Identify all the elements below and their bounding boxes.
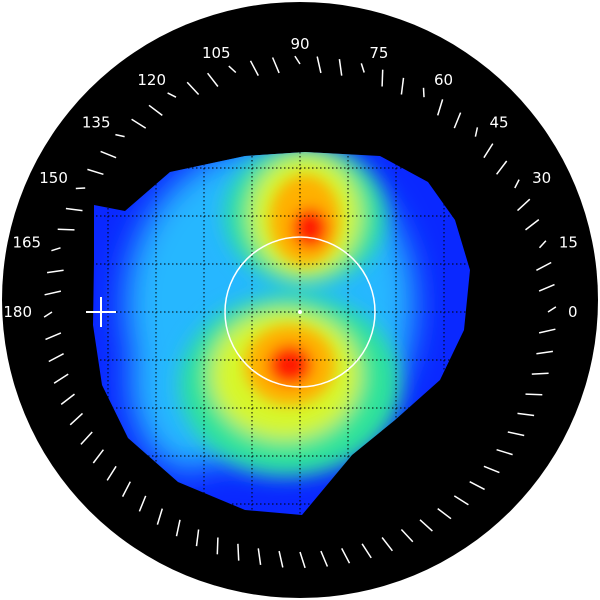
angle-tick bbox=[419, 519, 433, 532]
angle-label-90: 90 bbox=[290, 35, 309, 53]
angle-tick bbox=[320, 550, 329, 567]
angle-tick bbox=[167, 92, 177, 98]
angle-tick bbox=[381, 537, 393, 552]
angle-tick bbox=[316, 56, 322, 74]
angle-tick bbox=[257, 548, 262, 566]
angle-tick bbox=[453, 112, 462, 129]
angle-tick bbox=[514, 179, 520, 189]
angle-tick bbox=[195, 529, 200, 547]
topography-map bbox=[93, 152, 470, 515]
angle-tick bbox=[121, 481, 131, 497]
angle-tick bbox=[87, 168, 104, 176]
map-zone-peak-top bbox=[292, 208, 328, 248]
angle-tick bbox=[138, 495, 147, 512]
angle-labels: 0 15 30 45 60 75 90 105 120 135 150 165 180 bbox=[3, 35, 578, 321]
angle-tick bbox=[80, 431, 93, 445]
angle-tick bbox=[474, 127, 479, 137]
angle-tick bbox=[400, 528, 414, 543]
angle-tick bbox=[186, 81, 200, 96]
angle-tick bbox=[69, 412, 84, 426]
map-zone-peak-bottom bbox=[268, 345, 312, 385]
angle-tick bbox=[46, 269, 64, 274]
angle-label-105: 105 bbox=[202, 44, 231, 62]
angle-tick bbox=[299, 551, 306, 569]
center-reference-circle bbox=[224, 236, 376, 388]
angle-tick bbox=[360, 63, 365, 73]
angle-tick bbox=[381, 69, 384, 87]
angle-tick bbox=[271, 57, 280, 74]
angle-label-45: 45 bbox=[490, 114, 509, 132]
angle-tick bbox=[341, 548, 351, 564]
angle-tick bbox=[100, 150, 117, 159]
angle-tick bbox=[536, 350, 554, 355]
angle-tick bbox=[483, 465, 500, 474]
angle-label-75: 75 bbox=[369, 44, 388, 62]
angle-label-120: 120 bbox=[137, 71, 166, 89]
angle-tick bbox=[148, 104, 163, 116]
angle-tick bbox=[57, 228, 75, 231]
angle-tick bbox=[278, 550, 284, 568]
angle-tick bbox=[75, 187, 86, 190]
angle-tick bbox=[536, 261, 552, 271]
angle-label-150: 150 bbox=[39, 169, 68, 187]
angle-tick bbox=[361, 543, 372, 559]
crosshair-icon bbox=[86, 297, 116, 327]
angle-tick bbox=[237, 543, 240, 561]
angle-tick bbox=[44, 290, 62, 296]
angle-tick bbox=[92, 449, 104, 464]
angle-label-60: 60 bbox=[434, 71, 453, 89]
angle-tick bbox=[538, 240, 547, 249]
angle-tick bbox=[48, 353, 64, 363]
angle-tick bbox=[65, 207, 83, 212]
angle-tick bbox=[437, 508, 452, 520]
angle-tick bbox=[525, 219, 540, 231]
angle-tick bbox=[422, 87, 425, 98]
angle-tick bbox=[294, 55, 301, 65]
angle-tick bbox=[115, 133, 125, 138]
angle-tick bbox=[507, 431, 525, 437]
angle-label-135: 135 bbox=[82, 114, 111, 132]
angle-tick bbox=[53, 373, 69, 384]
angle-label-180: 180 bbox=[3, 303, 32, 321]
angle-label-0: 0 bbox=[568, 303, 578, 321]
angle-tick bbox=[531, 372, 549, 375]
angle-tick bbox=[43, 311, 53, 318]
angle-tick bbox=[436, 99, 444, 116]
center-dot bbox=[298, 310, 302, 314]
angle-tick bbox=[453, 495, 469, 506]
angle-tick bbox=[496, 160, 508, 175]
angle-tick bbox=[60, 393, 75, 405]
angle-tick bbox=[45, 332, 62, 341]
angle-tick bbox=[517, 412, 535, 417]
angle-label-165: 165 bbox=[12, 234, 41, 252]
angle-tick bbox=[338, 58, 343, 76]
angle-tick bbox=[249, 60, 259, 76]
angle-tick bbox=[51, 247, 61, 252]
angle-label-15: 15 bbox=[559, 234, 578, 252]
angle-tick bbox=[228, 65, 237, 74]
angle-tick bbox=[216, 537, 219, 555]
angle-ticks bbox=[43, 55, 557, 569]
angle-tick bbox=[156, 508, 164, 525]
angle-label-30: 30 bbox=[532, 169, 551, 187]
angle-tick bbox=[538, 328, 556, 334]
angle-tick bbox=[547, 306, 557, 313]
angle-tick bbox=[131, 118, 147, 129]
angle-tick bbox=[496, 448, 513, 456]
angle-tick bbox=[525, 393, 543, 396]
angle-tick bbox=[175, 519, 181, 537]
angle-tick bbox=[469, 481, 485, 491]
angle-tick bbox=[207, 72, 219, 87]
angle-tick bbox=[538, 283, 555, 292]
angle-tick bbox=[106, 465, 117, 481]
angle-tick bbox=[516, 198, 531, 212]
angle-tick bbox=[400, 77, 405, 95]
angle-tick bbox=[483, 143, 494, 159]
